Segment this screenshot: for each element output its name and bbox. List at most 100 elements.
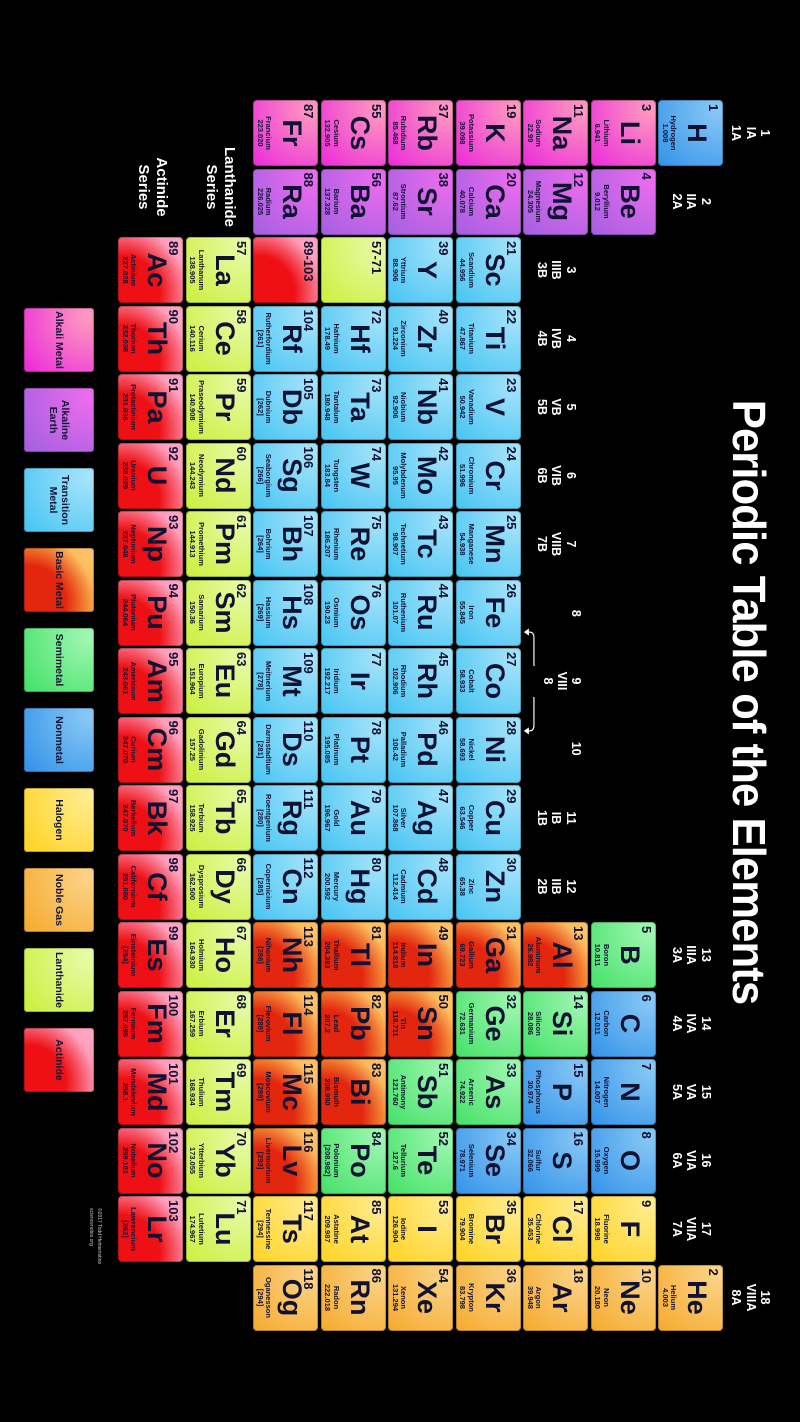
group-label-11: 11 IB 1B [524,785,589,851]
atomic-mass: 167.259 [188,1009,198,1038]
element-cell-rb: 37 Rb Rubidium 85.468 [388,100,454,166]
element-name: Bohrium [264,528,274,560]
element-name: Lead [332,1014,341,1033]
element-name: Tin [399,1017,409,1030]
placeholder-89-103: 89-103 [253,237,319,303]
element-symbol: No [142,1142,173,1179]
atomic-mass: [261] [256,329,265,348]
group-label-line: VA [684,1083,699,1101]
atomic-mass: 28.086 [526,1012,535,1035]
element-symbol: Dy [210,869,240,904]
atomic-mass: [285] [256,877,265,896]
group-label-line: 1 [758,129,773,137]
atomic-mass: 238.029 [121,461,130,490]
element-name: Curium [129,736,139,763]
element-symbol: Es [142,938,173,972]
element-name: Neptunium [129,524,139,564]
element-name: Cobalt [467,669,476,693]
atomic-mass: 126.904 [391,1215,400,1243]
element-name: Thorium [129,323,139,354]
element-symbol: N [615,1082,645,1102]
element-cell-n: 7 N Nitrogen 14.007 [591,1059,656,1125]
placeholder-range: 57-71 [369,241,384,275]
element-symbol: Mt [277,665,308,697]
group-label-line: VIIB [549,531,564,557]
element-symbol: Lr [142,1215,173,1243]
element-symbol: Au [345,800,375,836]
element-cell-pb: 82 Pb Lead 207.2 [321,990,386,1057]
element-name: Oganesson [264,1277,274,1318]
group-label-line: IB [549,811,564,825]
group-label-line: IVB [549,328,564,349]
element-cell-se: 34 Se Selenium 78.971 [456,1127,521,1194]
atomic-mass: 10.811 [593,943,603,967]
element-name: Iron [467,605,476,620]
atomic-mass: 51.996 [458,464,468,487]
element-symbol: Ir [345,671,375,690]
element-name: Bromine [467,1213,476,1245]
element-name: Livermorium [264,1137,274,1184]
element-symbol: Tb [210,801,240,835]
element-name: Mendelevium [129,1068,139,1116]
atomic-mass: 65.38 [458,877,468,896]
element-name: Polonium [332,1143,341,1178]
element-name: Gadolinium [197,728,206,771]
element-cell-pd: 46 Pd Palladium 106.42 [388,716,454,783]
element-cell-ds: 110 Ds Darmstadtium [281] [253,716,319,783]
atomic-mass: 180.948 [323,393,333,421]
legend-item-lanthanide: Lanthanide [24,948,94,1012]
element-name: Indium [399,942,409,968]
atomic-mass: 190.23 [323,601,333,624]
atomic-mass: 88.906 [391,258,400,282]
element-symbol: Ts [277,1214,308,1244]
element-symbol: Sr [412,187,443,216]
element-symbol: Se [480,1143,510,1178]
element-cell-nh: 113 Nh Nihonium [286] [253,922,319,988]
group-label-1: 1 IA 1A [726,100,772,166]
element-name: Plutonium [129,594,139,631]
group-label-3: 3 IIIB 3B [524,237,589,303]
element-symbol: Yb [210,1143,240,1178]
element-symbol: Np [142,526,173,562]
legend-item-alkaline: Alkaline Earth [24,388,94,452]
group-label-line: 4B [534,330,549,347]
element-name: Barium [332,188,341,215]
atomic-mass: 222.018 [323,1283,333,1312]
atomic-mass: 63.546 [458,806,468,830]
legend-item-transition: Transition Metal [24,468,94,532]
element-name: Silver [399,807,409,829]
element-cell-ru: 44 Ru Ruthenium 101.07 [388,579,454,646]
group-label-line: 5A [669,1084,684,1100]
element-cell-mc: 115 Mc Moscovium [289] [253,1059,319,1125]
element-name: Nitrogen [602,1076,611,1108]
element-symbol: Nh [277,937,308,973]
element-name: Flerovium [264,1005,274,1042]
group-label-line: IIIA [684,945,699,965]
legend-label: Transition Metal [47,474,72,526]
element-symbol: Sg [277,458,308,493]
element-name: Selenium [467,1143,476,1178]
group-label-15: 15 VA 5A [659,1059,724,1125]
element-symbol: Pa [142,390,173,424]
element-cell-al: 13 Al Aluminum 26.982 [523,922,589,988]
atomic-mass: 98.907 [391,532,400,556]
element-name: Fluorine [602,1214,611,1244]
atomic-mass: 58.693 [458,738,468,761]
element-cell-cl: 17 Cl Chlorine 35.453 [523,1196,589,1262]
element-cell-li: 3 Li Lithium 6.941 [591,100,656,166]
group-label-12: 12 IIB 2B [524,854,589,920]
element-symbol: Be [615,184,645,219]
element-symbol: Bk [142,800,173,836]
element-cell-tc: 43 Tc Technetium 98.907 [388,511,454,577]
element-cell-cu: 29 Cu Copper 63.546 [456,785,521,851]
atomic-mass: 174.967 [188,1215,198,1243]
legend-item-semimetal: Semimetal [24,628,94,692]
element-name: Protactinium [129,384,139,430]
element-symbol: Xe [412,1280,443,1315]
element-symbol: Rg [277,800,308,836]
element-cell-mg: 12 Mg Magnesium 24.305 [523,168,589,235]
element-cell-at: 85 At Astatine 209.987 [321,1196,386,1262]
atomic-mass: 132.905 [323,119,333,147]
element-name: Lawrencium [129,1207,139,1251]
